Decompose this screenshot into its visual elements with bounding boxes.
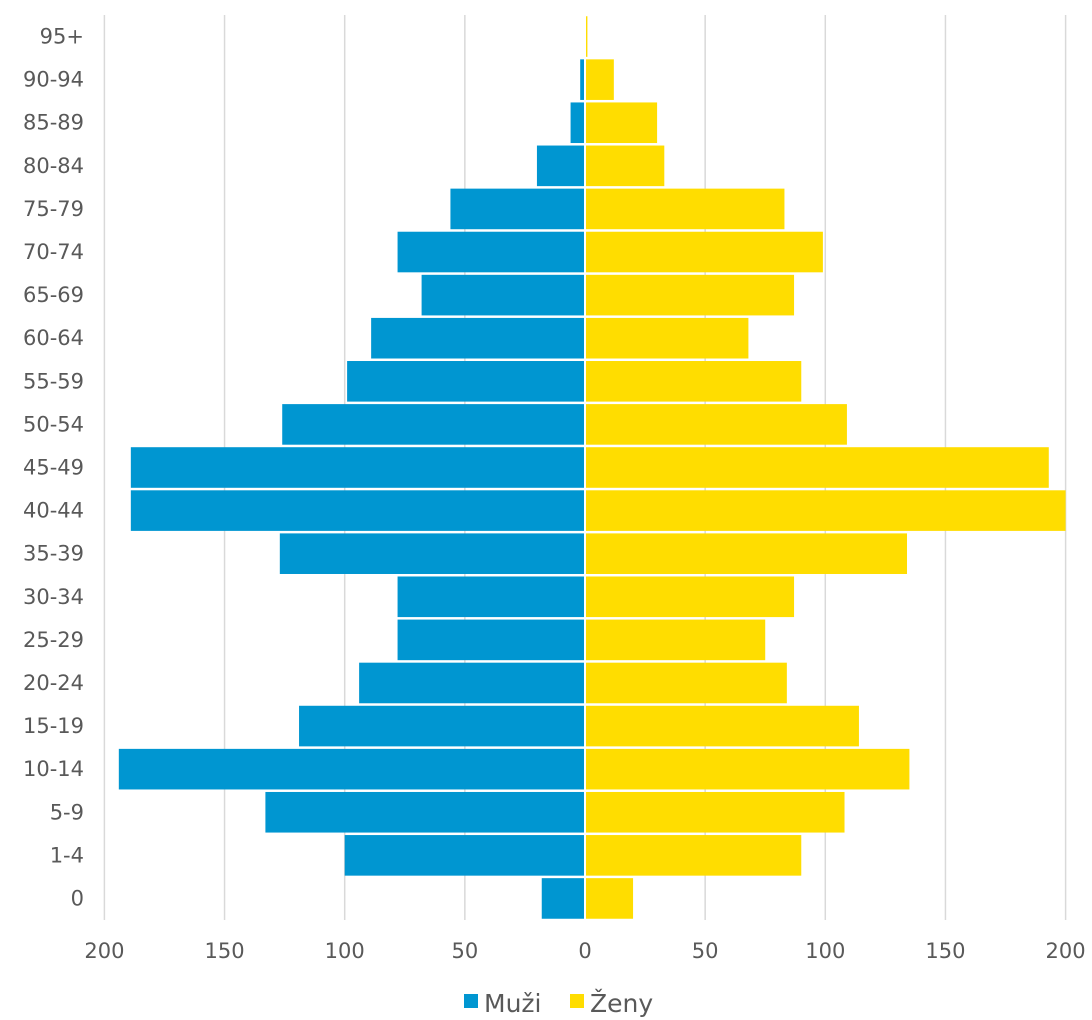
x-tick-label: 150 xyxy=(925,939,965,963)
bar-muzi-0 xyxy=(541,878,585,919)
bar-zeny-40-44 xyxy=(585,490,1066,531)
y-tick-label: 0 xyxy=(71,886,84,910)
bar-muzi-25-29 xyxy=(397,619,585,661)
y-tick-label: 70-74 xyxy=(23,240,84,264)
bar-zeny-15-19 xyxy=(585,705,859,747)
y-tick-label: 35-39 xyxy=(23,542,84,566)
bar-muzi-20-24 xyxy=(359,662,585,704)
bar-zeny-85-89 xyxy=(585,102,658,144)
legend-label-zeny: Ženy xyxy=(590,989,653,1018)
y-tick-label: 30-34 xyxy=(23,585,84,609)
bar-zeny-45-49 xyxy=(585,447,1049,488)
y-tick-label: 45-49 xyxy=(23,456,84,480)
bar-zeny-30-34 xyxy=(585,576,795,618)
x-tick-label: 150 xyxy=(205,939,245,963)
bar-muzi-90-94 xyxy=(580,59,585,100)
bar-muzi-60-64 xyxy=(371,317,585,359)
bar-muzi-40-44 xyxy=(130,490,585,531)
bar-zeny-1-4 xyxy=(585,835,802,876)
bar-zeny-90-94 xyxy=(585,59,614,100)
bar-zeny-35-39 xyxy=(585,533,908,574)
x-tick-label: 0 xyxy=(578,939,591,963)
bar-muzi-50-54 xyxy=(282,404,585,445)
bar-zeny-0 xyxy=(585,878,634,919)
x-axis-labels: 200 150 100 50 0 50 100 150 200 xyxy=(84,939,1085,963)
y-tick-label: 60-64 xyxy=(23,326,84,350)
bar-zeny-70-74 xyxy=(585,231,823,273)
bar-zeny-95+ xyxy=(585,16,588,57)
bar-muzi-35-39 xyxy=(279,533,585,574)
bars xyxy=(118,15,1066,920)
bar-zeny-5-9 xyxy=(585,791,845,833)
bar-zeny-55-59 xyxy=(585,361,802,402)
legend: Muži Ženy xyxy=(464,989,653,1018)
bar-zeny-60-64 xyxy=(585,317,749,359)
y-tick-label: 50-54 xyxy=(23,412,84,436)
legend-swatch-zeny xyxy=(570,994,584,1008)
bar-zeny-10-14 xyxy=(585,748,910,790)
bar-zeny-50-54 xyxy=(585,404,847,445)
legend-swatch-muzi xyxy=(464,994,478,1008)
y-tick-label: 85-89 xyxy=(23,111,84,135)
bar-muzi-30-34 xyxy=(397,576,585,618)
bar-zeny-75-79 xyxy=(585,188,785,230)
bar-zeny-25-29 xyxy=(585,619,766,661)
bar-muzi-65-69 xyxy=(421,274,585,316)
bar-muzi-10-14 xyxy=(118,748,586,790)
bar-zeny-80-84 xyxy=(585,145,665,187)
bar-zeny-20-24 xyxy=(585,662,787,704)
x-tick-label: 200 xyxy=(84,939,124,963)
y-tick-label: 25-29 xyxy=(23,628,84,652)
x-tick-label: 100 xyxy=(805,939,845,963)
bar-muzi-70-74 xyxy=(397,231,585,273)
y-tick-label: 40-44 xyxy=(23,499,84,523)
y-tick-label: 20-24 xyxy=(23,671,84,695)
legend-label-muzi: Muži xyxy=(484,989,541,1018)
y-tick-label: 95+ xyxy=(40,25,84,49)
bar-muzi-1-4 xyxy=(344,835,585,876)
y-tick-label: 10-14 xyxy=(23,757,84,781)
x-tick-label: 50 xyxy=(692,939,719,963)
bar-muzi-80-84 xyxy=(536,145,585,187)
bar-muzi-5-9 xyxy=(265,791,585,833)
x-tick-label: 50 xyxy=(451,939,478,963)
y-tick-label: 80-84 xyxy=(23,154,84,178)
bar-zeny-65-69 xyxy=(585,274,795,316)
y-tick-label: 90-94 xyxy=(23,68,84,92)
y-tick-label: 15-19 xyxy=(23,714,84,738)
y-tick-label: 75-79 xyxy=(23,197,84,221)
y-tick-label: 1-4 xyxy=(50,843,84,867)
bar-muzi-15-19 xyxy=(299,705,585,747)
x-tick-label: 100 xyxy=(325,939,365,963)
bar-muzi-55-59 xyxy=(347,361,585,402)
y-axis-labels: 95+ 90-94 85-89 80-84 75-79 70-74 65-69 60-64 55… xyxy=(23,25,84,911)
bar-muzi-45-49 xyxy=(130,447,585,488)
x-tick-label: 200 xyxy=(1046,939,1086,963)
bar-muzi-85-89 xyxy=(570,102,585,144)
y-tick-label: 5-9 xyxy=(50,800,84,824)
y-tick-label: 55-59 xyxy=(23,369,84,393)
y-tick-label: 65-69 xyxy=(23,283,84,307)
bar-muzi-75-79 xyxy=(450,188,585,230)
